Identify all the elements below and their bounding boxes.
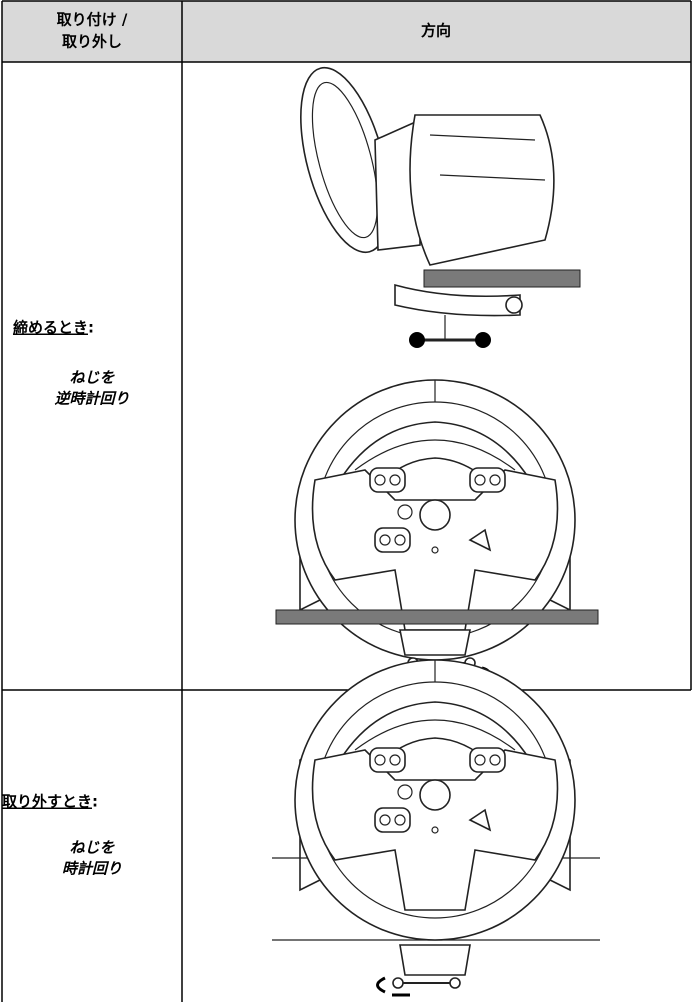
header-direction: 方向 <box>421 22 451 40</box>
instruction: ねじを <box>69 369 115 387</box>
header-mount: 取り外し <box>62 33 122 51</box>
row-colon: : <box>92 793 98 811</box>
front-view-tighten <box>275 379 599 684</box>
header-bg <box>2 1 691 62</box>
instruction: 時計回り <box>62 860 122 878</box>
front-view-loosen <box>272 659 600 997</box>
row-label: 取り外すとき <box>2 793 92 811</box>
instruction: ねじを <box>69 839 115 857</box>
row-label: 締めるとき <box>13 319 88 337</box>
header-mount: 取り付け / <box>57 11 128 29</box>
row-colon: : <box>88 319 94 337</box>
instruction: 逆時計回り <box>54 390 129 408</box>
side-view-illustration <box>300 66 581 348</box>
